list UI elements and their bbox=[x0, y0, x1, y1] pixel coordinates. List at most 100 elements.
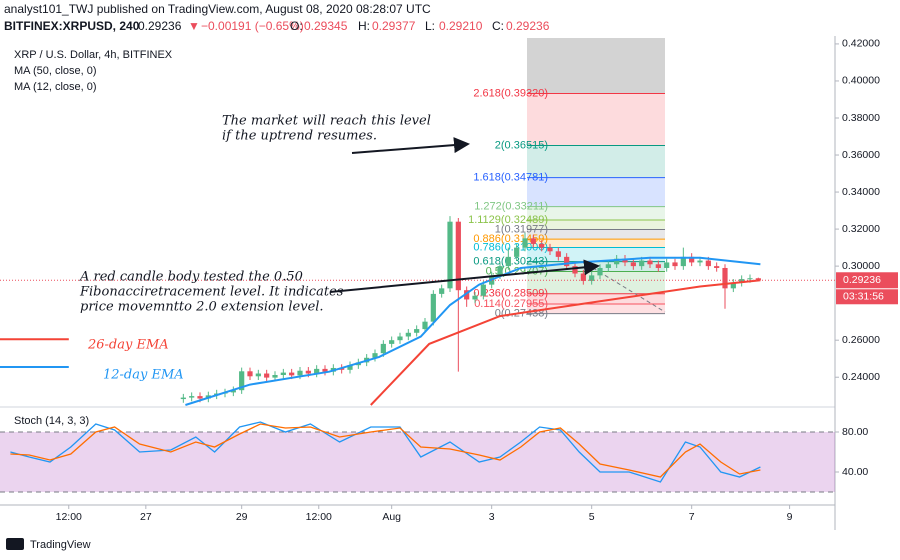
candle-body bbox=[730, 282, 736, 289]
legend-entry: MA (12, close, 0) bbox=[14, 81, 97, 93]
fib-band bbox=[527, 293, 665, 304]
candle-body bbox=[639, 260, 645, 267]
candle-body bbox=[239, 371, 245, 391]
stoch-title: Stoch (14, 3, 3) bbox=[14, 415, 89, 427]
candle-body bbox=[514, 247, 520, 257]
fib-band bbox=[527, 271, 665, 294]
x-tick-label: 5 bbox=[589, 511, 595, 523]
candle-body bbox=[614, 258, 620, 265]
candle-body bbox=[605, 264, 611, 268]
candle-body bbox=[755, 278, 761, 281]
candle-body bbox=[714, 266, 720, 268]
candle-body bbox=[655, 264, 661, 268]
candle-body bbox=[539, 243, 545, 248]
price: 0.29236 bbox=[138, 19, 182, 33]
candle-body bbox=[697, 260, 703, 263]
fib-band bbox=[527, 229, 665, 240]
price-tag bbox=[836, 272, 898, 289]
fib-shade bbox=[527, 38, 665, 94]
symbol: BITFINEX:XRPUSD, 240 bbox=[4, 19, 140, 33]
x-tick-label: Aug bbox=[382, 511, 401, 523]
fib-label: 2(0.36515) bbox=[495, 139, 548, 151]
candle-body bbox=[455, 221, 461, 291]
candle-body bbox=[430, 293, 436, 322]
y-tick-label: 0.30000 bbox=[842, 260, 880, 272]
ema-line bbox=[0, 256, 761, 406]
annotation: 12-day EMA bbox=[103, 368, 184, 383]
arrow bbox=[351, 137, 470, 154]
fib-band bbox=[527, 220, 665, 230]
candle-body bbox=[497, 266, 503, 276]
candle-body bbox=[464, 290, 470, 300]
candle-body bbox=[439, 288, 445, 294]
candle-body bbox=[547, 247, 553, 252]
candle-body bbox=[522, 238, 528, 248]
fib-label: 0.786(0.31006) bbox=[473, 241, 548, 253]
fib-label: 0.886(0.31459) bbox=[473, 233, 548, 245]
x-tick-label: 3 bbox=[489, 511, 495, 523]
fib-band bbox=[527, 177, 665, 207]
candle-body bbox=[747, 278, 753, 280]
fib-label: 1.618(0.34781) bbox=[473, 172, 548, 184]
ohlc-key: C: bbox=[492, 19, 504, 33]
fib-label: 1(0.31977) bbox=[495, 223, 548, 235]
candle-body bbox=[480, 284, 486, 296]
fib-label: 0.236(0.28509) bbox=[473, 288, 548, 300]
fib-label: 0.114(0.27955) bbox=[474, 298, 548, 310]
ohlc-key: L: bbox=[425, 19, 435, 33]
x-tick-label: 7 bbox=[689, 511, 695, 523]
candle-body bbox=[630, 262, 636, 267]
x-tick-label: 9 bbox=[787, 511, 793, 523]
candle-body bbox=[672, 262, 678, 267]
candle-body bbox=[472, 295, 478, 300]
legend-entry: MA (50, close, 0) bbox=[14, 65, 97, 77]
candle-body bbox=[505, 256, 511, 267]
x-tick-label: 12:00 bbox=[56, 511, 82, 523]
stoch-line bbox=[10, 423, 761, 478]
countdown: 03:31:56 bbox=[843, 291, 884, 303]
candle-body bbox=[347, 365, 353, 370]
legend-entry: XRP / U.S. Dollar, 4h, BITFINEX bbox=[14, 49, 173, 61]
candle-body bbox=[180, 397, 186, 400]
fib-band bbox=[527, 93, 665, 146]
footer: TradingView bbox=[30, 539, 91, 551]
y-tick-label: 0.38000 bbox=[842, 112, 880, 124]
ohlc-value: 0.29236 bbox=[506, 19, 550, 33]
ohlc-key: O: bbox=[290, 19, 303, 33]
countdown-tag bbox=[836, 289, 898, 305]
candle-body bbox=[647, 260, 653, 265]
candle-body bbox=[414, 329, 420, 333]
x-tick-label: 12:00 bbox=[306, 511, 332, 523]
candle-body bbox=[447, 221, 453, 289]
candle-body bbox=[397, 336, 403, 341]
ohlc-value: 0.29377 bbox=[372, 19, 416, 33]
candle-body bbox=[247, 371, 253, 377]
fib-trend bbox=[592, 267, 666, 313]
candle-body bbox=[689, 256, 695, 263]
fib-band bbox=[527, 303, 665, 314]
stoch-band bbox=[0, 432, 835, 492]
candle-body bbox=[280, 372, 286, 376]
candle-body bbox=[680, 256, 686, 267]
x-tick-label: 29 bbox=[236, 511, 248, 523]
candle-body bbox=[272, 375, 278, 378]
y-tick-label: 0.24000 bbox=[842, 371, 880, 383]
y-tick-label: 80.00 bbox=[842, 426, 868, 438]
candle-body bbox=[372, 353, 378, 358]
x-tick-label: 27 bbox=[140, 511, 152, 523]
fib-label: 2.618(0.39320) bbox=[473, 87, 548, 99]
candle-body bbox=[322, 368, 328, 372]
fib-band bbox=[527, 239, 665, 248]
change: −0.00191 (−0.65%) bbox=[201, 19, 304, 33]
y-tick-label: 0.40000 bbox=[842, 75, 880, 87]
candle-body bbox=[739, 279, 745, 283]
candle-body bbox=[255, 373, 261, 377]
annotation: The market will reach this level bbox=[222, 114, 431, 129]
ohlc-value: 0.29210 bbox=[439, 19, 483, 33]
candle-body bbox=[189, 396, 195, 398]
annotation: Fibonacciretracement level. It indicates bbox=[79, 285, 344, 300]
y-tick-label: 0.42000 bbox=[842, 38, 880, 50]
fib-band bbox=[527, 145, 665, 178]
annotation: A red candle body tested the 0.50 bbox=[79, 270, 303, 285]
